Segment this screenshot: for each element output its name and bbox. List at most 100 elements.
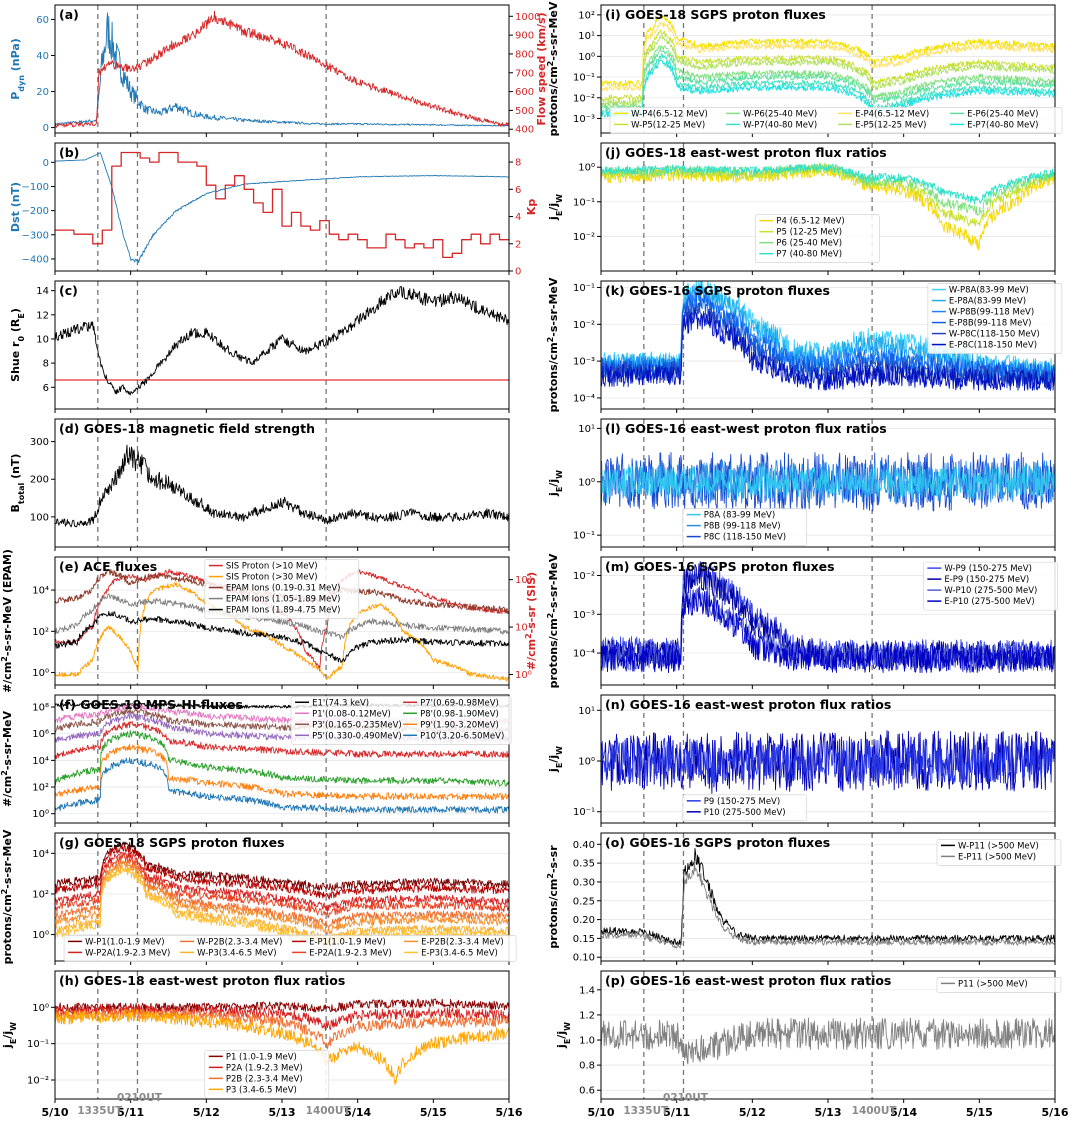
panel-title: (k) GOES-16 SGPS proton fluxes <box>605 283 830 298</box>
legend: E1'(74.3 keV)P1'(0.08-0.12MeV)P3'(0.165-… <box>290 695 512 745</box>
x-tick-label: 5/13 <box>815 1106 842 1119</box>
legend-label-w-p11-500-mev: W-P11 (>500 MeV) <box>958 841 1039 851</box>
legend-label-p6-25-40-mev: P6 (25-40 MeV) <box>776 239 842 249</box>
y-tick-label: 10 <box>36 334 49 345</box>
y2-tick-label: 6 <box>515 185 521 196</box>
y-tick-label: 10¹ <box>578 31 595 42</box>
legend-label-p10-275-500-mev: P10 (275-500 MeV) <box>704 808 786 818</box>
legend-label-p10-3-20-6-50mev: P10'(3.20-6.50MeV) <box>420 731 504 741</box>
x-tick-label: 5/14 <box>890 1106 917 1119</box>
y-tick-label: 10⁻⁴ <box>573 393 595 404</box>
y-tick-label: 10⁻¹ <box>573 197 595 208</box>
x-tick-label: 5/11 <box>663 1106 690 1119</box>
panel-f: 10⁰ 10² 10⁴ 10⁶ 10⁸ #/cm2-s-sr-MeV (f) GOES-18… <box>0 694 512 827</box>
legend-label-p8c-118-150-mev: P8C (118-150 MeV) <box>704 533 786 543</box>
series-e-p2a-1-9-2-3-mev <box>55 853 509 918</box>
legend-label-sis-proton-10-mev: SIS Proton (>10 MeV) <box>226 562 318 572</box>
legend-label-w-p9-150-275-mev: W-P9 (150-275 MeV) <box>944 564 1032 574</box>
legend-label-epam-ions-0-19-0-31-mev: EPAM Ions (0.19-0.31 MeV) <box>226 584 341 594</box>
series-pdyn <box>55 12 509 127</box>
legend-label-p3-0-165-0-235mev: P3'(0.165-0.235MeV) <box>312 720 402 730</box>
series-p10-3-20-6-50mev <box>55 757 509 814</box>
y-axis-label: protons/cm2-s-sr <box>546 845 561 949</box>
panel-title: (i) GOES-18 SGPS proton fluxes <box>605 7 826 22</box>
y-tick-label: 1.4 <box>579 985 595 996</box>
y-tick-label: 40 <box>36 51 49 62</box>
y-tick-label: 6 <box>43 383 49 394</box>
x-tick-label: 5/12 <box>193 1106 220 1119</box>
legend-box <box>936 839 1062 866</box>
legend-label-e-p2b-2-3-3-4-mev: E-P2B(2.3-3.4 MeV) <box>421 937 504 947</box>
y-tick-label: 10² <box>32 627 49 638</box>
y-tick-label: 14 <box>36 286 49 297</box>
legend-box <box>204 1050 330 1099</box>
series-w-p4-6-5-12-mev <box>601 14 1055 87</box>
y-axis-label: Pdyn (nPa) <box>9 38 26 100</box>
series-p2a-1-9-2-3-mev <box>55 1003 509 1032</box>
panel-g: 10⁰ 10² 10⁴ protons/cm2-s-sr-MeV (g) GOES-18… <box>0 829 517 965</box>
y2-tick-label: 8 <box>515 158 521 169</box>
legend-label-epam-ions-1-89-4-75-mev: EPAM Ions (1.89-4.75 MeV) <box>226 606 341 616</box>
legend: P8A (83-99 MeV)P8B (99-118 MeV)P8C (118-… <box>682 508 808 546</box>
panel-h: 10⁻² 10⁻¹ 10⁰ 5/10 5/11 5/12 5/13 5/14 5/15 5/16 1… <box>1 970 523 1119</box>
series-e-p5-12-25-mev <box>601 34 1055 106</box>
legend-label-e-p2a-1-9-2-3-mev: E-P2A(1.9-2.3 MeV) <box>309 948 392 958</box>
x-tick-label: 5/16 <box>496 1106 523 1119</box>
y-tick-label: 0.20 <box>573 915 595 926</box>
legend-label-e-p7-40-80-mev: E-P7(40-80 MeV) <box>967 120 1038 130</box>
legend-box <box>63 935 517 962</box>
event-label: 1400UT <box>852 1105 898 1117</box>
x-tick-label: 5/15 <box>966 1106 993 1119</box>
legend-box <box>290 695 512 745</box>
legend-label-p4-6-5-12-mev: P4 (6.5-12 MeV) <box>776 217 844 227</box>
y-tick-label: 10⁻³ <box>573 357 595 368</box>
panel-o: 0.10 0.15 0.20 0.25 0.30 0.35 0.40 protons/cm2-… <box>546 832 1062 965</box>
y-tick-label: 0.40 <box>573 840 595 851</box>
series-p3-3-4-6-5-mev <box>55 1008 509 1085</box>
y-tick-label: 10⁻¹ <box>27 1039 49 1050</box>
panel-title: (j) GOES-18 east-west proton flux ratios <box>605 145 887 160</box>
panel-title: (n) GOES-16 east-west proton flux ratios <box>605 697 891 712</box>
event-label: 1335UT <box>623 1105 669 1117</box>
y-axis-label: jE/jW <box>555 1022 572 1049</box>
legend: W-P11 (>500 MeV)E-P11 (>500 MeV) <box>936 839 1062 866</box>
y-tick-label: 10⁻¹ <box>573 531 595 542</box>
legend: W-P8A(83-99 MeV)E-P8A(83-99 MeV)W-P8B(99… <box>927 283 1063 354</box>
legend-label-epam-ions-1-05-1-89-mev: EPAM Ions (1.05-1.89 MeV) <box>226 595 341 605</box>
series-w-p1-1-0-1-9-mev <box>55 841 509 892</box>
y-axis-label: #/cm2-s-sr-MeV (EPAM) <box>0 549 14 693</box>
y-tick-label: 1.0 <box>579 1036 595 1047</box>
y-tick-label: 10⁻³ <box>573 610 595 621</box>
legend: W-P1(1.0-1.9 MeV)W-P2A(1.9-2.3 MeV) W-P2B… <box>63 935 517 962</box>
legend-label-w-p5-12-25-mev: W-P5(12-25 MeV) <box>631 120 705 130</box>
legend-label-w-p4-6-5-12-mev: W-P4(6.5-12 MeV) <box>631 109 708 119</box>
legend-box <box>682 508 808 546</box>
series-dst <box>55 152 509 263</box>
y-tick-label: 10⁰ <box>32 1003 49 1014</box>
y-axis-label: jE/jW <box>547 470 564 497</box>
series-sis-proton-30-mev <box>55 582 509 682</box>
series-flow-speed <box>55 10 509 128</box>
series-epam-ions-1-89-4-75-mev <box>55 610 509 664</box>
legend-label-p7-40-80-mev: P7 (40-80 MeV) <box>776 250 842 260</box>
series-epam-ions-1-05-1-89-mev <box>55 593 509 640</box>
y-tick-label: 8 <box>43 359 49 370</box>
legend-box <box>923 561 1058 611</box>
legend-label-e-p5-12-25-mev: E-P5(12-25 MeV) <box>855 120 926 130</box>
panel-b: −400 −300 −200 −100 0 0 2 4 6 8 Kp Dst (nT) (b) <box>9 142 538 278</box>
x-tick-label: 5/14 <box>344 1106 371 1119</box>
y-tick-label: 10¹ <box>578 706 595 717</box>
panel-i: 10⁻³ 10⁻² 10⁻¹ 10⁰ 10¹ 10² protons/cm2-s-sr-Me… <box>546 1 1063 137</box>
y-tick-label: 0.6 <box>579 1086 595 1097</box>
y-tick-label: −200 <box>22 206 49 217</box>
legend-label-p5-0-330-0-490mev: P5'(0.330-0.490MeV) <box>312 731 402 741</box>
legend-label-p5-12-25-mev: P5 (12-25 MeV) <box>776 228 842 238</box>
x-tick-label: 5/16 <box>1042 1106 1069 1119</box>
y-axis-label: #/cm2-s-sr-MeV <box>0 711 14 807</box>
legend-label-e-p6-25-40-mev: E-P6(25-40 MeV) <box>967 109 1038 119</box>
y-tick-label: 10⁰ <box>578 163 595 174</box>
y2-tick-label: 2 <box>515 239 521 250</box>
panel-l: 10⁻¹ 10⁰ 10¹ jE/jW (l) GOES-16 east-west pro… <box>547 418 1056 551</box>
